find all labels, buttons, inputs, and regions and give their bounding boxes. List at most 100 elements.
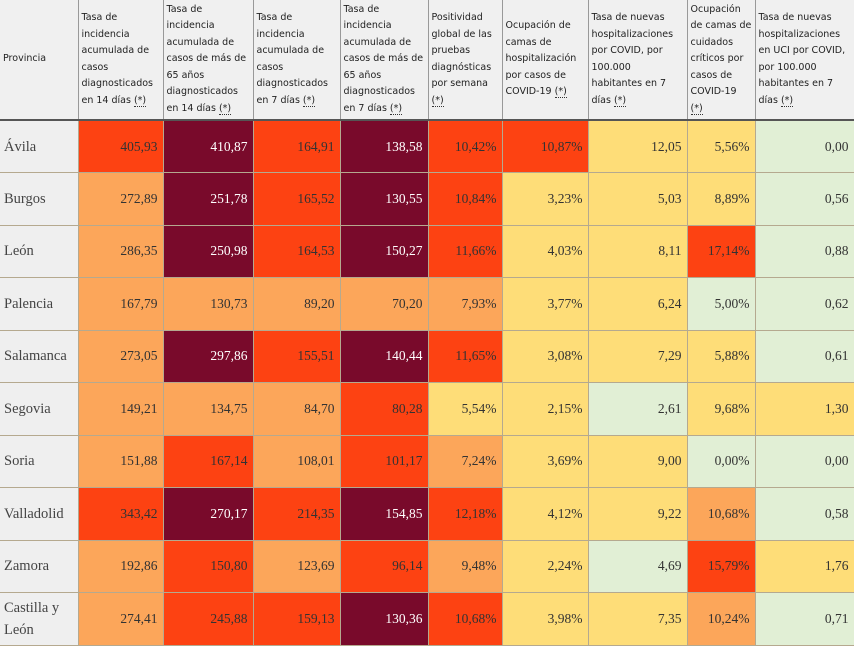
value-cell: 101,17 [340,435,429,488]
value-cell: 0,88 [755,225,854,278]
value-cell: 70,20 [340,277,429,331]
column-header-provincia: Provincia [0,0,79,121]
column-header: Tasa de incidencia acumulada de casos de… [163,0,254,121]
footnote-link[interactable]: (*) [133,94,147,107]
value-cell: 0,56 [755,172,854,226]
column-header-label: Provincia [3,53,47,65]
value-cell: 150,80 [163,540,254,593]
column-header-label: Ocupación de camas de cuidados críticos … [690,3,752,98]
value-cell: 2,24% [502,540,589,593]
column-header: Tasa de nuevas hospitalizaciones en UCI … [755,0,854,121]
value-cell: 10,68% [687,487,756,541]
column-header-label: Tasa de incidencia acumulada de casos de… [343,3,424,114]
column-header: Positividad global de las pruebas diagnó… [428,0,503,121]
province-cell: Burgos [0,172,79,226]
value-cell: 5,54% [428,382,503,436]
province-cell: Palencia [0,277,79,331]
province-cell: León [0,225,79,278]
value-cell: 167,14 [163,435,254,488]
value-cell: 5,88% [687,330,756,383]
column-header: Tasa de nuevas hospitalizaciones por COV… [588,0,688,121]
value-cell: 0,00% [687,435,756,488]
column-header-label: Tasa de nuevas hospitalizaciones en UCI … [758,12,846,106]
value-cell: 5,56% [687,120,756,173]
value-cell: 7,29 [588,330,688,383]
table-row: Palencia 167,79 130,73 89,20 70,20 7,93% 3,77%… [0,277,854,331]
value-cell: 154,85 [340,487,429,541]
value-cell: 10,84% [428,172,503,226]
value-cell: 96,14 [340,540,429,593]
column-header-label: Tasa de incidencia acumulada de casos de… [166,3,247,114]
value-cell: 10,42% [428,120,503,173]
table-row: Valladolid 343,42 270,17 214,35 154,85 12,18%… [0,487,854,541]
value-cell: 214,35 [253,487,341,541]
value-cell: 3,23% [502,172,589,226]
province-cell: Valladolid [0,487,79,541]
table-row: Burgos 272,89 251,78 165,52 130,55 10,84% 3,23… [0,172,854,226]
value-cell: 251,78 [163,172,254,226]
value-cell: 343,42 [78,487,164,541]
value-cell: 9,00 [588,435,688,488]
value-cell: 130,73 [163,277,254,331]
value-cell: 9,68% [687,382,756,436]
value-cell: 297,86 [163,330,254,383]
footnote-link[interactable]: (*) [431,94,444,107]
value-cell: 164,91 [253,120,341,173]
value-cell: 274,41 [78,592,164,646]
value-cell: 3,98% [502,592,589,646]
value-cell: 10,87% [502,120,589,173]
value-cell: 0,62 [755,277,854,331]
value-cell: 286,35 [78,225,164,278]
footnote-link[interactable]: (*) [690,102,703,115]
footnote-link[interactable]: (*) [218,102,232,115]
value-cell: 4,03% [502,225,589,278]
value-cell: 4,69 [588,540,688,593]
value-cell: 7,24% [428,435,503,488]
footnote-link[interactable]: (*) [613,94,627,107]
column-header: Tasa de incidencia acumulada de casos di… [78,0,164,121]
header-row: Provincia Tasa de incidencia acumulada de… [0,0,854,121]
value-cell: 108,01 [253,435,341,488]
value-cell: 7,35 [588,592,688,646]
value-cell: 1,76 [755,540,854,593]
value-cell: 0,61 [755,330,854,383]
value-cell: 155,51 [253,330,341,383]
province-cell: Soria [0,435,79,488]
value-cell: 138,58 [340,120,429,173]
table-row: Ávila 405,93 410,87 164,91 138,58 10,42% 10,87… [0,120,854,173]
value-cell: 410,87 [163,120,254,173]
footnote-link[interactable]: (*) [780,94,794,107]
value-cell: 164,53 [253,225,341,278]
value-cell: 12,05 [588,120,688,173]
value-cell: 84,70 [253,382,341,436]
table-row: Salamanca 273,05 297,86 155,51 140,44 11,65% 3… [0,330,854,383]
column-header-label: Tasa de incidencia acumulada de casos di… [81,12,154,106]
value-cell: 0,00 [755,120,854,173]
column-header-label: Ocupación de camas de hospitalización po… [505,20,577,98]
value-cell: 150,27 [340,225,429,278]
table-row: León 286,35 250,98 164,53 150,27 11,66% 4,03% 8… [0,225,854,278]
value-cell: 123,69 [253,540,341,593]
value-cell: 134,75 [163,382,254,436]
value-cell: 6,24 [588,277,688,331]
value-cell: 273,05 [78,330,164,383]
column-header: Tasa de incidencia acumulada de casos di… [253,0,341,121]
value-cell: 272,89 [78,172,164,226]
value-cell: 5,03 [588,172,688,226]
value-cell: 405,93 [78,120,164,173]
value-cell: 140,44 [340,330,429,383]
value-cell: 3,77% [502,277,589,331]
footnote-link[interactable]: (*) [302,94,316,107]
value-cell: 3,69% [502,435,589,488]
table-row: Segovia 149,21 134,75 84,70 80,28 5,54% 2,15% 2… [0,382,854,436]
value-cell: 2,61 [588,382,688,436]
footnote-link[interactable]: (*) [554,86,567,99]
table-row: Zamora 192,86 150,80 123,69 96,14 9,48% 2,24% 4… [0,540,854,593]
footnote-link[interactable]: (*) [389,102,403,115]
value-cell: 9,22 [588,487,688,541]
value-cell: 10,24% [687,592,756,646]
value-cell: 80,28 [340,382,429,436]
value-cell: 4,12% [502,487,589,541]
value-cell: 165,52 [253,172,341,226]
